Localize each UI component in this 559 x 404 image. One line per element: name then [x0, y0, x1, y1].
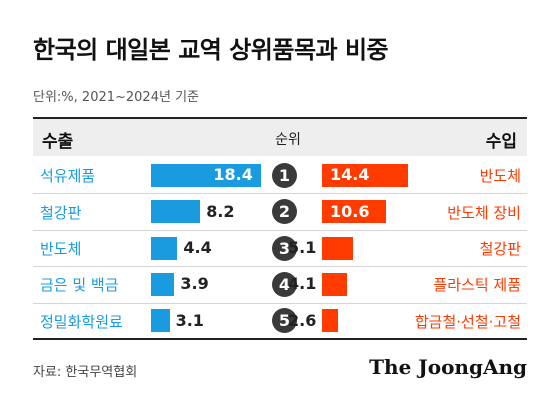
export-item-label: 정밀화학원료 [40, 312, 123, 331]
rank-header: 순위 [275, 132, 301, 148]
import-value-label: 4.1 [288, 274, 317, 294]
import-value-label: 10.6 [330, 201, 370, 221]
rank-badge: 5 [272, 308, 297, 334]
import-bar [322, 272, 347, 296]
import-item-label: 철강판 [479, 240, 521, 258]
export-item-label: 철강판 [40, 203, 82, 222]
rank-badge: 1 [272, 162, 297, 188]
export-item-label: 석유제품 [40, 167, 96, 186]
import-item-label: 플라스틱 제품 [433, 276, 521, 295]
import-bar [322, 309, 338, 333]
export-value-label: 18.4 [213, 165, 253, 185]
top-rule [33, 117, 527, 119]
row-divider [33, 193, 527, 195]
export-value-label: 4.4 [183, 238, 212, 257]
import-value-label: 14.4 [330, 165, 370, 185]
bottom-rule [33, 338, 527, 340]
rank-badge: 4 [272, 271, 297, 297]
export-bar [151, 163, 262, 187]
import-bar [322, 163, 409, 187]
import-item-label: 반도체 [479, 167, 521, 186]
export-item-label: 반도체 [40, 240, 82, 258]
export-bar [151, 200, 201, 224]
export-value-label: 8.2 [206, 201, 235, 221]
export-item-label: 금은 및 백금 [40, 276, 119, 295]
source-note: 자료: 한국무역협회 [33, 365, 138, 380]
rank-badge: 3 [272, 235, 297, 261]
import-header: 수입 [485, 132, 517, 152]
rank-badge: 2 [272, 199, 297, 225]
import-value-label: 5.1 [288, 238, 317, 257]
publisher-logo: The JoongAng [369, 355, 527, 379]
import-bar [322, 236, 353, 260]
import-value-label: 2.6 [288, 310, 317, 330]
export-bar [151, 272, 175, 296]
import-item-label: 반도체 장비 [447, 203, 521, 222]
row-divider [33, 229, 527, 231]
export-value-label: 3.9 [180, 274, 209, 294]
import-item-label: 합금철·선철·고철 [414, 312, 521, 331]
header-band [33, 119, 527, 156]
export-bar [151, 309, 170, 333]
import-bar [322, 200, 386, 224]
export-header: 수출 [42, 132, 74, 152]
unit-note: 단위:%, 2021~2024년 기준 [33, 90, 199, 105]
row-divider [33, 302, 527, 304]
export-bar [151, 236, 178, 260]
row-divider [33, 266, 527, 268]
export-value-label: 3.1 [175, 310, 204, 330]
chart-title: 한국의 대일본 교역 상위품목과 비중 [33, 36, 389, 64]
